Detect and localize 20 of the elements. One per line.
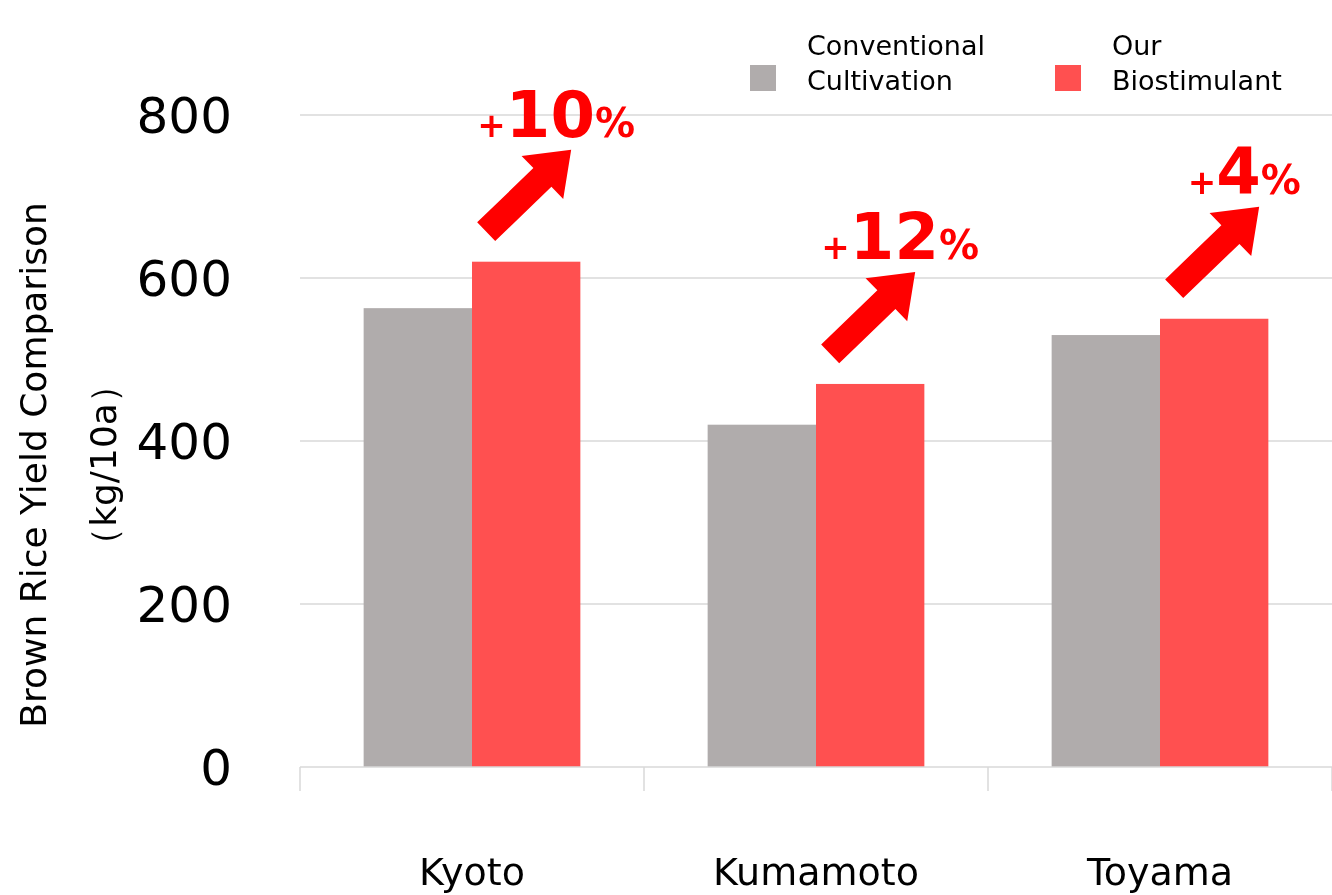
y-tick-label: 0 xyxy=(200,738,232,797)
x-tick-label: Kumamoto xyxy=(713,850,919,894)
y-tick-label: 200 xyxy=(136,575,232,634)
legend-label: Our Biostimulant xyxy=(1112,30,1282,96)
bar xyxy=(1160,318,1269,767)
y-tick-label: 800 xyxy=(136,86,232,145)
annotation: +10% xyxy=(477,77,635,152)
bar xyxy=(363,308,472,767)
annotation: +12% xyxy=(821,199,979,274)
annotation: +4% xyxy=(1187,134,1301,209)
x-tick-label: Toyama xyxy=(1085,850,1234,894)
bar xyxy=(472,261,581,767)
y-tick-label: 600 xyxy=(136,249,232,308)
x-tick-label: Kyoto xyxy=(418,850,526,894)
bar xyxy=(707,424,816,767)
legend-label: Conventional Cultivation xyxy=(807,30,985,96)
y-tick-label: 400 xyxy=(136,412,232,471)
y-axis-title: Brown Rice Yield Comparison （kg/10a） xyxy=(13,202,124,728)
bar xyxy=(1051,335,1160,767)
bar xyxy=(816,383,925,767)
